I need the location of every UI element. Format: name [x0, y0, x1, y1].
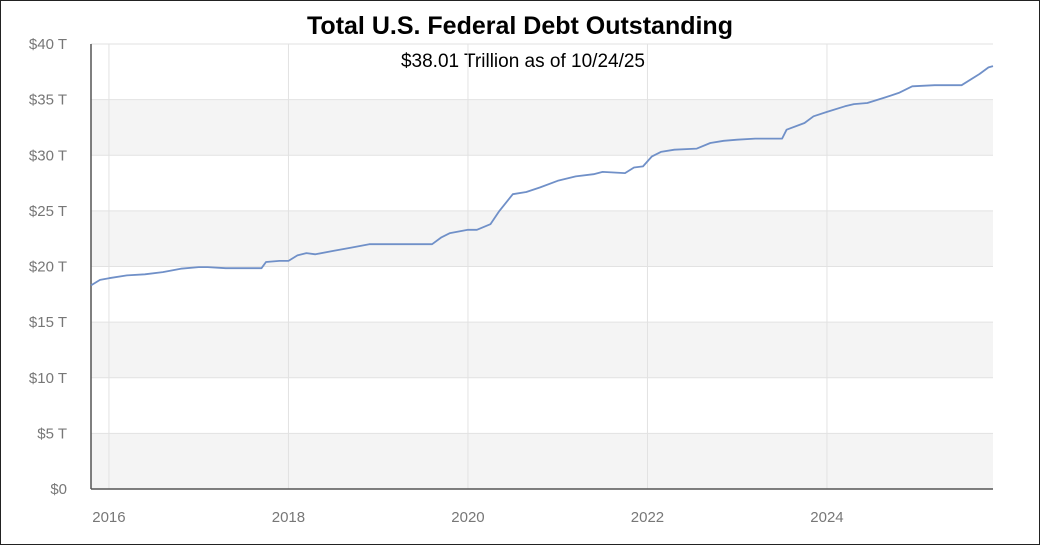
x-tick-label: 2018 — [272, 509, 305, 526]
x-tick-label: 2020 — [451, 509, 484, 526]
x-tick-label: 2024 — [810, 509, 843, 526]
y-tick-label: $20 T — [29, 259, 67, 276]
y-tick-label: $5 T — [37, 425, 67, 442]
y-tick-label: $10 T — [29, 370, 67, 387]
y-tick-label: $25 T — [29, 203, 67, 220]
y-tick-label: $15 T — [29, 314, 67, 331]
x-tick-label: 2022 — [631, 509, 664, 526]
grid-band — [91, 433, 993, 489]
y-tick-label: $0 — [50, 481, 67, 498]
series-line — [90, 65, 994, 287]
grid-band — [91, 322, 993, 378]
chart-subtitle: $38.01 Trillion as of 10/24/25 — [400, 51, 645, 72]
grid-band — [91, 99, 993, 156]
y-tick-label: $30 T — [29, 147, 67, 164]
y-tick-label: $35 T — [29, 92, 67, 109]
y-tick-label: $40 T — [29, 36, 67, 53]
chart-title: Total U.S. Federal Debt Outstanding — [307, 12, 733, 40]
x-tick-label: 2016 — [92, 509, 125, 526]
grid-band — [91, 210, 993, 267]
